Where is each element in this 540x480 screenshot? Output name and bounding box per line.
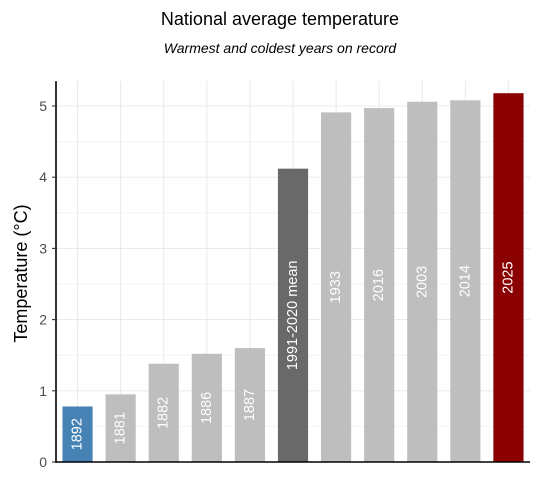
- bar-2003: [407, 101, 438, 462]
- chart-title: National average temperature: [160, 9, 400, 29]
- bar-1882: [148, 363, 179, 462]
- bar-1991-2020-mean: [277, 168, 309, 462]
- bar-1892: [62, 406, 93, 462]
- y-tick-label: 1: [39, 383, 47, 399]
- bar-2025: [493, 93, 524, 463]
- axes: [55, 81, 530, 463]
- bar-label: 2025: [500, 261, 516, 293]
- bar-label: 1881: [113, 412, 129, 444]
- bar-1881: [105, 394, 136, 462]
- bar-label: 1892: [70, 418, 86, 450]
- bar-label: 2016: [371, 269, 387, 301]
- bar-labels: 1892 1881 1882 1886 1887 1991-2020 mean 1933 20…: [70, 260, 517, 450]
- bar-1887: [234, 348, 265, 462]
- bar-1933: [321, 112, 352, 463]
- y-tick-label: 0: [39, 454, 47, 470]
- bar-label: 2014: [457, 265, 473, 297]
- bar-2014: [450, 100, 481, 462]
- bar-label: 1882: [156, 397, 172, 429]
- bar-label: 1991-2020 mean: [285, 260, 301, 370]
- bar-label: 1886: [199, 392, 215, 424]
- y-tick-label: 3: [39, 240, 47, 256]
- bar-2016: [364, 108, 395, 463]
- y-tick-label: 4: [39, 169, 47, 185]
- y-tick-labels: 0 1 2 3 4 5: [39, 98, 56, 470]
- bars: [62, 93, 524, 463]
- chart-subtitle: Warmest and coldest years on record: [163, 40, 397, 56]
- bar-1886: [191, 353, 222, 462]
- bar-label: 1887: [242, 389, 258, 421]
- bar-label: 1933: [328, 271, 344, 303]
- bar-label: 2003: [414, 266, 430, 298]
- y-tick-label: 2: [39, 312, 47, 328]
- y-tick-label: 5: [39, 98, 47, 114]
- y-axis-title: Temperature (°C): [11, 204, 31, 342]
